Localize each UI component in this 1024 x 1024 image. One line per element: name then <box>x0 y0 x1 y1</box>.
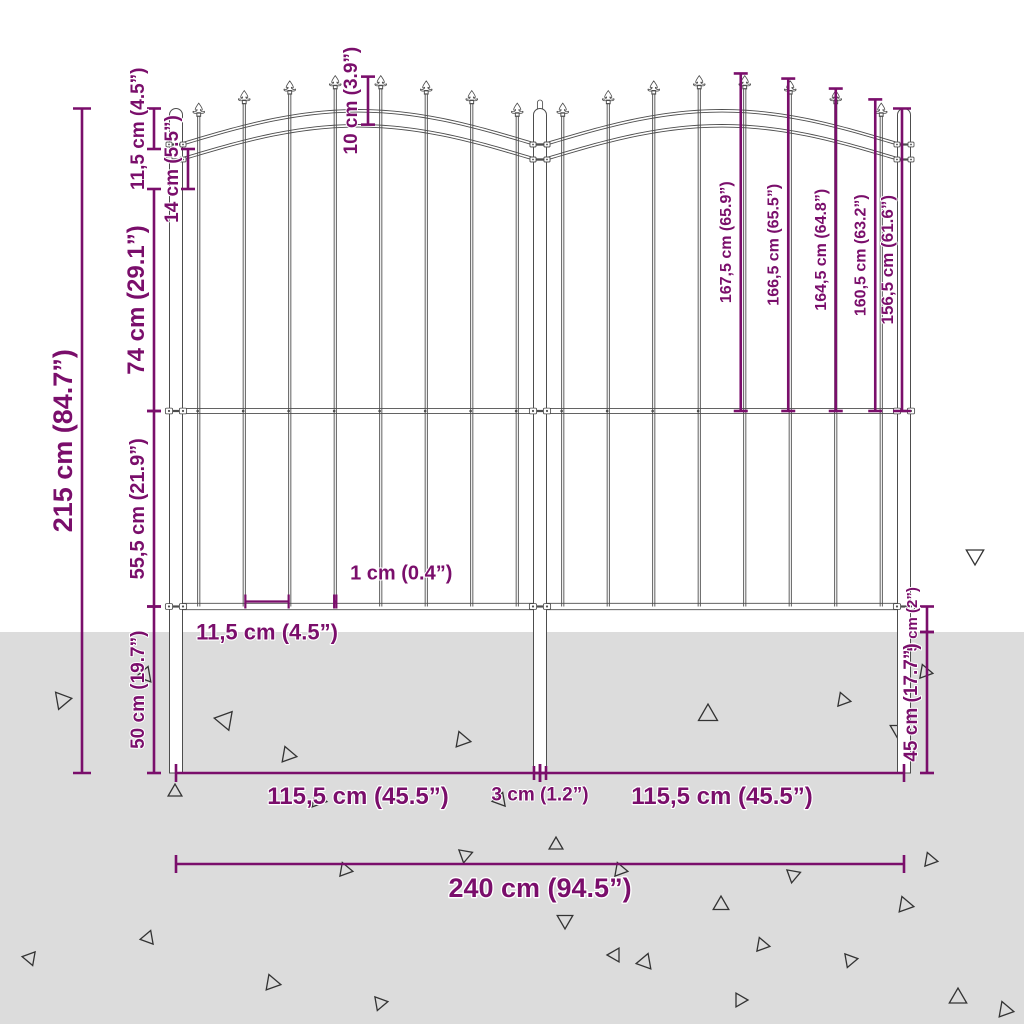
svg-text:115,5 cm (45.5”): 115,5 cm (45.5”) <box>631 783 812 810</box>
svg-text:50 cm (19.7”): 50 cm (19.7”) <box>128 631 149 749</box>
svg-text:215 cm (84.7”): 215 cm (84.7”) <box>48 349 78 532</box>
svg-text:240 cm (94.5”): 240 cm (94.5”) <box>448 873 631 903</box>
svg-text:156,5 cm (61.6”): 156,5 cm (61.6”) <box>878 195 897 324</box>
svg-text:11,5 cm (4.5”): 11,5 cm (4.5”) <box>196 620 338 645</box>
svg-text:3 cm (1.2”): 3 cm (1.2”) <box>491 784 588 805</box>
svg-text:115,5 cm (45.5”): 115,5 cm (45.5”) <box>267 783 448 810</box>
svg-text:10 cm (3.9”): 10 cm (3.9”) <box>341 47 362 155</box>
svg-text:14 cm (5.5”): 14 cm (5.5”) <box>162 115 183 223</box>
svg-text:160,5 cm (63.2”): 160,5 cm (63.2”) <box>852 194 869 316</box>
svg-text:166,5 cm (65.5”): 166,5 cm (65.5”) <box>765 184 782 306</box>
svg-text:11,5 cm (4.5”): 11,5 cm (4.5”) <box>128 67 149 190</box>
svg-text:45 cm (17.7”): 45 cm (17.7”) <box>901 643 922 761</box>
svg-text:55,5 cm (21.9”): 55,5 cm (21.9”) <box>127 438 149 579</box>
svg-text:164,5 cm (64.8”): 164,5 cm (64.8”) <box>813 189 830 311</box>
svg-text:167,5 cm (65.9”): 167,5 cm (65.9”) <box>718 181 735 303</box>
svg-text:74 cm (29.1”): 74 cm (29.1”) <box>123 225 150 374</box>
svg-text:1 cm (0.4”): 1 cm (0.4”) <box>350 563 452 585</box>
svg-text:5 cm (2”): 5 cm (2”) <box>904 587 921 651</box>
